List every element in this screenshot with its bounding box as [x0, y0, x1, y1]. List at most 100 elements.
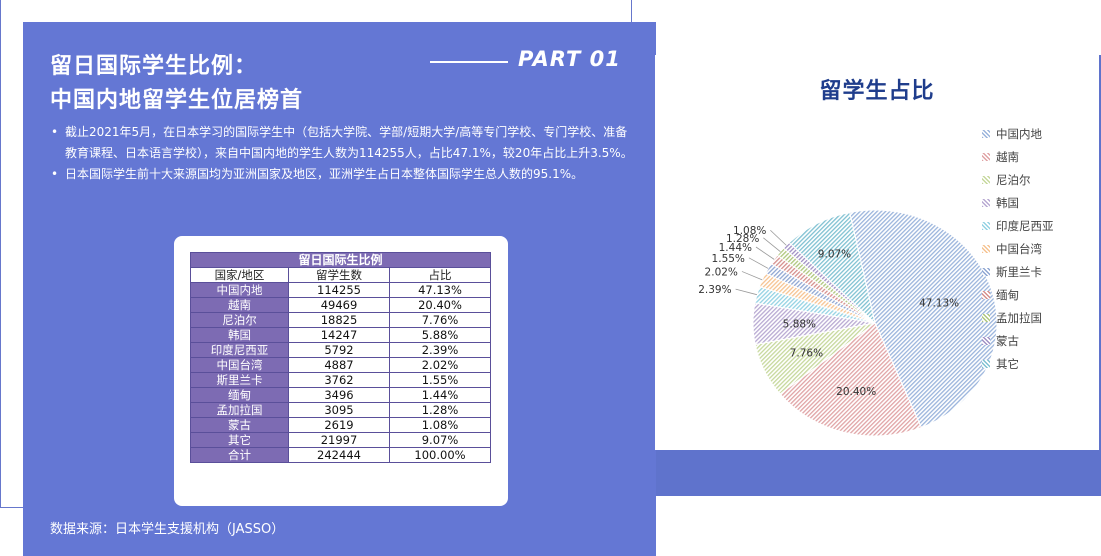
data-label: 1.08%	[733, 225, 766, 237]
data-label: 9.07%	[818, 248, 851, 260]
table-cell: 100.00%	[389, 447, 491, 463]
table-cell: 47.13%	[389, 282, 491, 298]
pie-slice	[849, 209, 998, 429]
chart-card: 留学生占比 47.13% 20.40% 7.76% 5.88% 2.39% 2.02% 1.…	[655, 55, 1099, 450]
part-label: PART 01	[518, 47, 621, 71]
table-row-label: 蒙古	[190, 417, 289, 433]
legend-label: 孟加拉国	[996, 311, 1042, 325]
chart-title: 留学生占比	[819, 79, 935, 104]
table-caption: 留日国际生比例	[190, 252, 491, 268]
data-label: 47.13%	[919, 297, 959, 309]
table-cell: 20.40%	[389, 297, 491, 313]
legend-label: 印度尼西亚	[996, 219, 1054, 233]
table-cell: 5.88%	[389, 327, 491, 343]
legend-label: 斯里兰卡	[996, 265, 1042, 279]
table-cell: 9.07%	[389, 432, 491, 448]
table-cell: 7.76%	[389, 312, 491, 328]
legend-item: 其它	[982, 357, 1054, 380]
legend-item: 韩国	[982, 196, 1054, 219]
table-row-label: 合计	[190, 447, 289, 463]
table-row: 中国台湾 4887 2.02%	[190, 357, 491, 373]
students-table: 留日国际生比例 国家/地区 留学生数 占比 中国内地 114255 47.13% 越南…	[190, 252, 491, 463]
data-label: 7.76%	[790, 348, 823, 360]
table-cell: 3762	[288, 372, 390, 388]
table-cell: 3496	[288, 387, 390, 403]
table-row-label: 缅甸	[190, 387, 289, 403]
pie-chart: 47.13% 20.40% 7.76% 5.88% 2.39% 2.02%1.55%1.4…	[698, 209, 998, 437]
table-row-label: 孟加拉国	[190, 402, 289, 418]
legend-item: 尼泊尔	[982, 173, 1054, 196]
legend-label: 中国内地	[996, 127, 1042, 141]
table-cell: 4887	[288, 357, 390, 373]
legend-swatch	[982, 176, 990, 184]
legend-label: 尼泊尔	[996, 173, 1031, 187]
leader-line	[748, 257, 769, 269]
legend-swatch	[982, 153, 990, 161]
table-row: 尼泊尔 18825 7.76%	[190, 312, 491, 328]
data-label: 2.02%	[705, 266, 738, 278]
legend-item: 斯里兰卡	[982, 265, 1054, 288]
table-cell: 3095	[288, 402, 390, 418]
table-cell: 242444	[288, 447, 390, 463]
table-row-label: 韩国	[190, 327, 289, 343]
data-label: 1.44%	[719, 242, 752, 254]
bullet-list: 截止2021年5月，在日本学习的国际学生中（包括大学院、学部/短期大学/高等专门…	[51, 122, 636, 185]
legend-swatch	[982, 130, 990, 138]
table-cell: 114255	[288, 282, 390, 298]
legend-swatch	[982, 291, 990, 299]
table-cell: 1.55%	[389, 372, 491, 388]
data-label: 1.55%	[712, 253, 745, 265]
table-row: 中国内地 114255 47.13%	[190, 282, 491, 298]
data-label: 2.39%	[698, 284, 731, 296]
legend-swatch	[982, 337, 990, 345]
table-row: 其它 21997 9.07%	[190, 432, 491, 448]
legend-label: 韩国	[996, 196, 1019, 210]
legend-swatch	[982, 268, 990, 276]
leader-line	[763, 237, 781, 252]
table-row-label: 中国台湾	[190, 357, 289, 373]
table-row: 越南 49469 20.40%	[190, 297, 491, 313]
table-header-cell: 国家/地区	[190, 267, 289, 283]
table-cell: 5792	[288, 342, 390, 358]
leader-line	[741, 271, 763, 281]
table-cell: 2619	[288, 417, 390, 433]
table-row: 蒙古 2619 1.08%	[190, 417, 491, 433]
data-label: 1.28%	[726, 233, 759, 245]
table-cell: 1.28%	[389, 402, 491, 418]
table-card: 留日国际生比例 国家/地区 留学生数 占比 中国内地 114255 47.13% 越南…	[174, 236, 508, 506]
data-source: 数据来源：日本学生支援机构（JASSO）	[50, 522, 285, 537]
legend-item: 印度尼西亚	[982, 219, 1054, 242]
legend-label: 蒙古	[996, 334, 1019, 348]
part-divider	[430, 61, 508, 63]
bullet-item: 日本国际学生前十大来源国均为亚洲国家及地区，亚洲学生占日本整体国际学生总人数的9…	[51, 164, 636, 185]
table-header-cell: 占比	[389, 267, 491, 283]
table-row: 合计 242444 100.00%	[190, 447, 491, 463]
legend-item: 蒙古	[982, 334, 1054, 357]
leader-line	[735, 288, 757, 296]
table-row-label: 尼泊尔	[190, 312, 289, 328]
table-row: 印度尼西亚 5792 2.39%	[190, 342, 491, 358]
table-header-cell: 留学生数	[288, 267, 390, 283]
legend-item: 缅甸	[982, 288, 1054, 311]
table-cell: 18825	[288, 312, 390, 328]
legend-item: 中国内地	[982, 127, 1054, 150]
table-row-label: 其它	[190, 432, 289, 448]
leader-line	[755, 246, 775, 260]
table-cell: 1.44%	[389, 387, 491, 403]
table-cell: 49469	[288, 297, 390, 313]
table-cell: 14247	[288, 327, 390, 343]
table-row-label: 中国内地	[190, 282, 289, 298]
table-cell: 2.02%	[389, 357, 491, 373]
table-row: 缅甸 3496 1.44%	[190, 387, 491, 403]
legend-label: 中国台湾	[996, 242, 1042, 256]
legend-item: 越南	[982, 150, 1054, 173]
legend-swatch	[982, 222, 990, 230]
legend-item: 中国台湾	[982, 242, 1054, 265]
legend-swatch	[982, 314, 990, 322]
table-row: 斯里兰卡 3762 1.55%	[190, 372, 491, 388]
chart-legend: 中国内地越南 尼泊尔韩国印度尼西亚中国台湾斯里兰卡缅甸 孟加拉国蒙古其它	[982, 127, 1054, 380]
table-row-label: 斯里兰卡	[190, 372, 289, 388]
table-row-label: 越南	[190, 297, 289, 313]
table-row: 孟加拉国 3095 1.28%	[190, 402, 491, 418]
table-cell: 1.08%	[389, 417, 491, 433]
